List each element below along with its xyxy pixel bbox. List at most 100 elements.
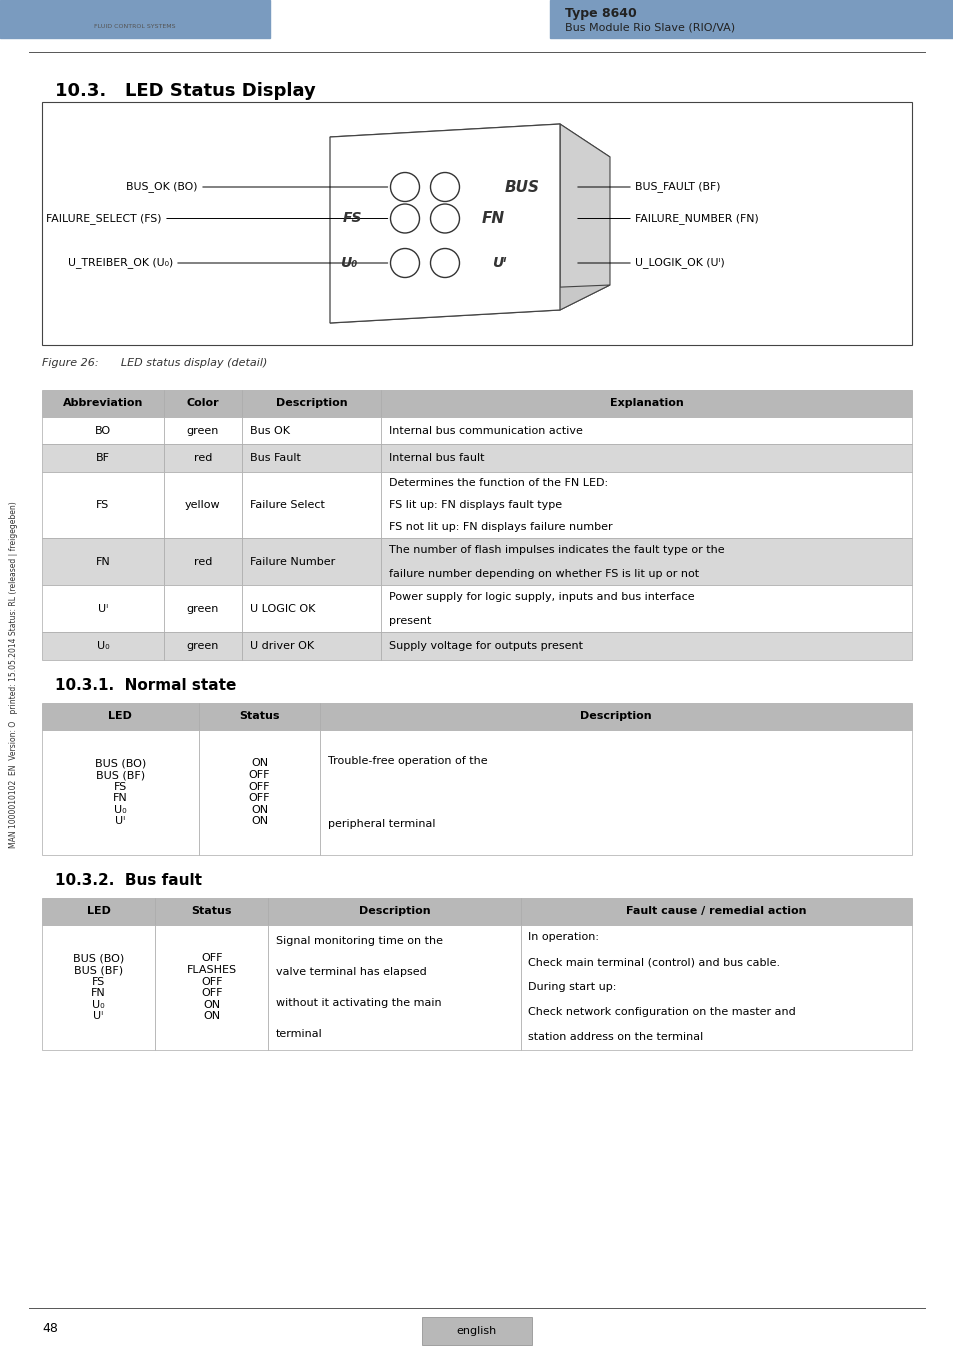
Bar xyxy=(42,103,911,346)
Bar xyxy=(42,730,198,855)
Text: Type 8640: Type 8640 xyxy=(564,8,636,20)
Text: U driver OK: U driver OK xyxy=(250,641,314,651)
Text: FN: FN xyxy=(481,211,504,225)
Text: 10.3.1.  Normal state: 10.3.1. Normal state xyxy=(55,678,236,693)
Text: 10.3.2.  Bus fault: 10.3.2. Bus fault xyxy=(55,873,202,888)
Bar xyxy=(42,898,155,925)
Bar xyxy=(164,417,242,444)
Text: Check main terminal (control) and bus cable.: Check main terminal (control) and bus ca… xyxy=(528,957,780,968)
Text: BF: BF xyxy=(96,454,110,463)
Bar xyxy=(42,586,164,633)
Bar xyxy=(242,633,381,660)
Bar xyxy=(198,730,320,855)
Bar xyxy=(268,925,520,1050)
Text: In operation:: In operation: xyxy=(528,933,598,942)
Text: FAILURE_NUMBER (FN): FAILURE_NUMBER (FN) xyxy=(635,213,758,224)
Text: U₀: U₀ xyxy=(339,256,356,270)
Text: U LOGIC OK: U LOGIC OK xyxy=(250,603,315,614)
Text: Failure Number: Failure Number xyxy=(250,558,335,567)
Text: Bus Fault: Bus Fault xyxy=(250,454,300,463)
Text: Color: Color xyxy=(187,398,219,409)
Text: Check network configuration on the master and: Check network configuration on the maste… xyxy=(528,1007,796,1018)
Bar xyxy=(42,417,164,444)
Text: BUS_OK (BO): BUS_OK (BO) xyxy=(127,181,198,193)
Bar xyxy=(42,925,155,1050)
Text: BO: BO xyxy=(94,425,111,436)
Text: BUS_FAULT (BF): BUS_FAULT (BF) xyxy=(635,181,720,193)
Bar xyxy=(42,390,164,417)
Text: yellow: yellow xyxy=(185,501,220,510)
Text: LED: LED xyxy=(109,711,132,721)
Bar xyxy=(164,472,242,539)
Bar xyxy=(381,472,911,539)
Polygon shape xyxy=(559,124,609,310)
Text: U_TREIBER_OK (U₀): U_TREIBER_OK (U₀) xyxy=(68,258,172,269)
Text: FLUID CONTROL SYSTEMS: FLUID CONTROL SYSTEMS xyxy=(94,24,175,30)
Text: ON
OFF
OFF
OFF
ON
ON: ON OFF OFF OFF ON ON xyxy=(249,759,270,826)
Text: FS not lit up: FN displays failure number: FS not lit up: FN displays failure numbe… xyxy=(389,522,612,532)
Bar xyxy=(164,539,242,586)
Text: BUS (BO)
BUS (BF)
FS
FN
U₀
Uᴵ: BUS (BO) BUS (BF) FS FN U₀ Uᴵ xyxy=(94,759,146,826)
Text: Uᴵ: Uᴵ xyxy=(97,603,108,614)
Bar xyxy=(320,730,911,855)
Bar xyxy=(381,390,911,417)
Bar xyxy=(42,444,164,472)
Text: Status: Status xyxy=(239,711,279,721)
Bar xyxy=(155,925,268,1050)
Text: FS: FS xyxy=(96,501,110,510)
Bar xyxy=(242,539,381,586)
Text: red: red xyxy=(193,558,212,567)
Text: 48: 48 xyxy=(42,1322,58,1335)
Polygon shape xyxy=(330,124,559,323)
Text: Uᴵ: Uᴵ xyxy=(492,256,506,270)
Text: During start up:: During start up: xyxy=(528,983,617,992)
Text: Trouble-free operation of the: Trouble-free operation of the xyxy=(328,756,488,767)
Bar xyxy=(381,539,911,586)
Bar xyxy=(381,444,911,472)
Text: BUS (BO)
BUS (BF)
FS
FN
U₀
Uᴵ: BUS (BO) BUS (BF) FS FN U₀ Uᴵ xyxy=(72,953,124,1022)
Text: Description: Description xyxy=(579,711,651,721)
Polygon shape xyxy=(330,285,609,323)
Text: FS: FS xyxy=(342,212,361,225)
Text: Bus OK: Bus OK xyxy=(250,425,290,436)
Polygon shape xyxy=(330,124,609,167)
Text: english: english xyxy=(456,1326,497,1336)
Bar xyxy=(42,703,198,730)
Bar xyxy=(421,1318,532,1345)
Bar xyxy=(381,586,911,633)
Bar xyxy=(164,586,242,633)
Bar xyxy=(268,898,520,925)
Text: Failure Select: Failure Select xyxy=(250,501,325,510)
Text: green: green xyxy=(187,641,219,651)
Bar xyxy=(164,390,242,417)
Text: Description: Description xyxy=(358,906,430,917)
Bar xyxy=(381,633,911,660)
Text: red: red xyxy=(193,454,212,463)
Text: OFF
FLASHES
OFF
OFF
ON
ON: OFF FLASHES OFF OFF ON ON xyxy=(187,953,236,1022)
Text: LED: LED xyxy=(87,906,111,917)
Text: Internal bus communication active: Internal bus communication active xyxy=(389,425,582,436)
Text: Internal bus fault: Internal bus fault xyxy=(389,454,484,463)
Bar xyxy=(381,417,911,444)
Text: MAN 1000010102  EN  Version: O   printed: 15.05.2014 Status: RL (released | frei: MAN 1000010102 EN Version: O printed: 15… xyxy=(10,502,18,848)
Text: Figure 26:  LED status display (detail): Figure 26: LED status display (detail) xyxy=(42,358,267,369)
Text: present: present xyxy=(389,616,431,626)
Text: Description: Description xyxy=(275,398,347,409)
Bar xyxy=(242,390,381,417)
Bar xyxy=(198,703,320,730)
Text: 10.3.   LED Status Display: 10.3. LED Status Display xyxy=(55,82,315,100)
Text: green: green xyxy=(187,425,219,436)
Bar xyxy=(242,472,381,539)
Bar xyxy=(242,586,381,633)
Bar xyxy=(155,898,268,925)
Bar xyxy=(520,898,911,925)
Text: Explanation: Explanation xyxy=(609,398,682,409)
Text: BUS: BUS xyxy=(504,180,539,194)
Text: The number of flash impulses indicates the fault type or the: The number of flash impulses indicates t… xyxy=(389,545,724,555)
Bar xyxy=(42,633,164,660)
Text: Fault cause / remedial action: Fault cause / remedial action xyxy=(625,906,805,917)
Text: Signal monitoring time on the: Signal monitoring time on the xyxy=(276,936,443,945)
Bar xyxy=(42,472,164,539)
Text: FN: FN xyxy=(95,558,111,567)
Bar xyxy=(320,703,911,730)
